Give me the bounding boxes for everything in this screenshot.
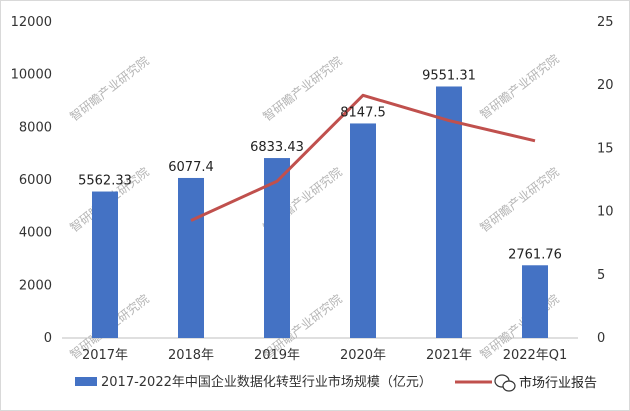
brand-badge: 市场行业报告 [494,374,597,392]
data-label: 9551.31 [422,68,476,83]
series-line [190,93,536,222]
data-labels: 5562.33 6077.4 6833.43 8147.5 9551.31 2761.76 [78,68,562,262]
data-label: 2761.76 [508,247,562,262]
bar [522,265,548,338]
bar-series [92,86,548,339]
legend-swatch-bar [75,377,97,386]
bar [436,86,462,338]
x-tick-label: 2022年Q1 [503,348,568,363]
data-label: 5562.33 [78,174,132,189]
y-right-tick-label: 15 [597,141,614,156]
x-tick-label: 2018年 [168,348,214,363]
legend-label-bar: 2017-2022年中国企业数据化转型行业市场规模（亿元） [101,374,432,390]
y-left-tick-label: 8000 [19,120,52,135]
y-left-tick-label: 0 [44,331,52,346]
data-label: 6077.4 [168,160,214,175]
y-left-tick-label: 10000 [11,68,52,83]
brand-text: 市场行业报告 [519,375,597,391]
data-label: 8147.5 [340,105,386,120]
wechat-icon [494,374,516,392]
bar [350,123,376,339]
x-tick-label: 2020年 [340,348,386,363]
bar [92,191,118,338]
data-label: 6833.43 [250,140,304,155]
x-tick-label: 2019年 [254,348,300,363]
line-series [190,93,536,222]
bar [178,177,204,338]
legend: 2017-2022年中国企业数据化转型行业市场规模（亿元） [75,374,492,390]
x-tick-label: 2021年 [426,348,472,363]
y-left-tick-label: 4000 [19,226,52,241]
y-left-tick-label: 12000 [11,15,52,30]
y-right-tick-label: 25 [597,15,614,30]
wechat-icon-bubble-right [502,380,516,392]
bar [264,158,290,338]
y-left-tick-label: 2000 [19,278,52,293]
y-left-tick-label: 6000 [19,173,52,188]
x-tick-label: 2017年 [82,348,128,363]
y-right-tick-label: 10 [597,205,614,220]
y-right-tick-label: 20 [597,78,614,93]
axis-layer: 0 2000 4000 6000 8000 10000 12000 0 5 10 15 20 25 201… [11,15,614,363]
y-right-tick-label: 5 [597,268,605,283]
y-right-tick-label: 0 [597,331,605,346]
